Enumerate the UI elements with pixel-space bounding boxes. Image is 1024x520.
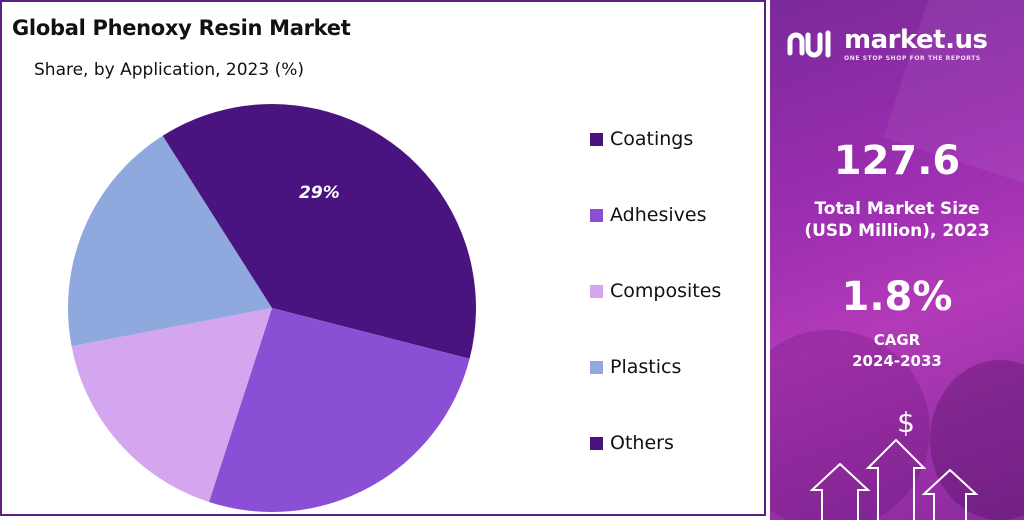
brand-tagline: ONE STOP SHOP FOR THE REPORTS <box>844 55 981 62</box>
legend-item-coatings: Coatings <box>590 128 693 150</box>
background-decoration <box>770 330 930 520</box>
brand-logo: market.us ONE STOP SHOP FOR THE REPORTS <box>786 25 988 62</box>
dollar-symbol: $ <box>897 406 915 439</box>
brand-name: market.us <box>844 25 988 55</box>
pie-chart: 29% <box>67 104 476 513</box>
data-label-coatings: 29% <box>299 183 340 203</box>
legend-label-others: Others <box>610 432 674 454</box>
pie-slice-coatings <box>272 104 476 359</box>
legend-label-composites: Composites <box>610 280 722 302</box>
market-size-label: Total Market Size (USD Million), 2023 <box>770 198 1024 242</box>
pie-slice-plastics <box>67 135 273 347</box>
legend-swatch-plastics <box>590 360 603 374</box>
market-size-label-line2: (USD Million), 2023 <box>804 221 990 241</box>
summary-panel: market.us ONE STOP SHOP FOR THE REPORTS … <box>770 0 1024 520</box>
chart-title: Global Phenoxy Resin Market <box>12 16 351 40</box>
legend-item-composites: Composites <box>590 280 721 302</box>
legend-label-adhesives: Adhesives <box>610 204 707 226</box>
legend-swatch-others <box>590 436 603 450</box>
cagr-label-line1: CAGR <box>873 331 921 349</box>
pie-slice-others <box>162 104 272 308</box>
cagr-value: 1.8% <box>841 274 953 320</box>
growth-arrows-icon <box>810 438 979 520</box>
market-size-label-line1: Total Market Size <box>814 199 980 219</box>
chart-subtitle: Share, by Application, 2023 (%) <box>34 60 304 80</box>
legend-swatch-adhesives <box>590 208 603 222</box>
legend-swatch-coatings <box>590 132 603 146</box>
pie-slice-adhesives <box>208 308 470 513</box>
legend-item-plastics: Plastics <box>590 356 681 378</box>
chart-panel: Global Phenoxy Resin Market Share, by Ap… <box>0 0 766 516</box>
dollar-icon: $ <box>897 406 915 439</box>
cagr-label-line2: 2024-2033 <box>852 352 942 370</box>
legend-item-adhesives: Adhesives <box>590 204 706 226</box>
marketus-logo-icon <box>787 30 831 58</box>
legend-swatch-composites <box>590 284 603 298</box>
market-size-value: 127.6 <box>833 138 961 184</box>
legend-label-plastics: Plastics <box>610 356 682 378</box>
legend-item-others: Others <box>590 432 674 454</box>
cagr-label: CAGR 2024-2033 <box>770 330 1024 372</box>
legend-label-coatings: Coatings <box>610 128 694 150</box>
pie-slice-composites <box>71 308 272 503</box>
